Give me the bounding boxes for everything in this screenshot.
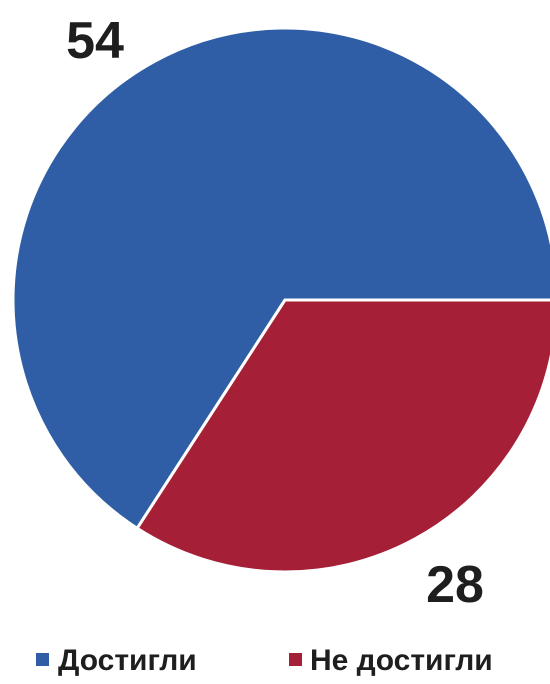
data-label-achieved: 54 <box>66 12 124 70</box>
legend: Достигли Не достигли <box>36 644 493 677</box>
pie-slice-achieved <box>11 26 550 530</box>
legend-swatch-not-achieved <box>289 653 302 666</box>
legend-label-achieved: Достигли <box>58 644 197 677</box>
data-label-not-achieved: 28 <box>426 556 484 614</box>
legend-swatch-achieved <box>36 653 49 666</box>
legend-label-not-achieved: Не достигли <box>310 644 493 677</box>
pie-slices <box>11 26 550 574</box>
pie-slice-not-achieved <box>135 298 550 574</box>
